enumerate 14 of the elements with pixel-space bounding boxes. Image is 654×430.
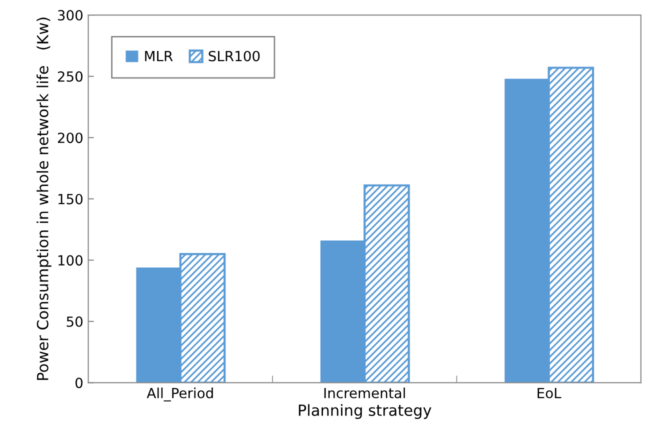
y-tick-label: 50 <box>66 316 83 327</box>
x-tick-label: Incremental <box>324 388 405 398</box>
y-tick-label: 150 <box>58 194 83 204</box>
y-tick-label: 300 <box>58 10 83 21</box>
y-tick-label: 100 <box>58 255 83 266</box>
x-axis-title: Planning strategy <box>298 404 432 419</box>
legend-label: SLR100 <box>208 50 260 62</box>
legend-label: MLR <box>145 51 173 62</box>
y-axis-title: Power Consumption in whole network life (Kw) <box>36 18 52 380</box>
x-tick-label: EoL <box>538 388 562 398</box>
y-tick-label: 0 <box>76 378 83 388</box>
y-tick-label: 200 <box>58 132 83 144</box>
x-tick-label: All_Period <box>146 388 213 402</box>
y-tick-label: 250 <box>58 71 83 82</box>
